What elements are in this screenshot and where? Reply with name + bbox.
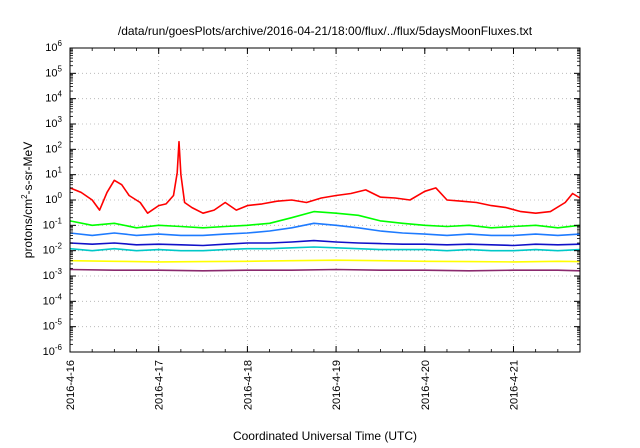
series-line-6 — [69, 259, 581, 263]
y-tick-base: 10 — [43, 295, 55, 307]
y-tick-exp: -2 — [55, 242, 63, 251]
x-tick-label: 2016-4-16 — [65, 360, 77, 410]
series-line-7 — [69, 268, 581, 272]
y-tick-base: 10 — [45, 42, 57, 54]
chart-title: /data/run/goesPlots/archive/2016-04-21/1… — [118, 24, 533, 38]
y-tick-label: 101 — [45, 166, 62, 181]
grid — [69, 48, 580, 352]
y-axis-title-rest: -s-sr-MeV — [21, 142, 35, 195]
y-tick-label: 105 — [45, 64, 62, 79]
y-tick-label: 102 — [45, 140, 62, 155]
y-tick-label: 106 — [45, 39, 62, 54]
y-tick-label: 103 — [45, 115, 62, 130]
y-tick-base: 10 — [45, 118, 57, 130]
series-layer — [69, 140, 581, 272]
x-tick-labels: 2016-4-16 2016-4-17 2016-4-18 2016-4-19 2016… — [65, 360, 520, 410]
x-tick-label: 2016-4-20 — [420, 360, 432, 410]
y-tick-exp: -6 — [55, 343, 63, 352]
y-tick-exp: 6 — [58, 39, 63, 48]
y-tick-exp: 4 — [58, 90, 63, 99]
y-tick-exp: 1 — [58, 166, 63, 175]
y-tick-label: 10-1 — [43, 216, 63, 231]
y-tick-exp: -3 — [55, 267, 63, 276]
y-tick-base: 10 — [43, 321, 55, 333]
series-line-3 — [69, 222, 581, 237]
y-tick-exp: -1 — [55, 216, 63, 225]
y-tick-base: 10 — [45, 143, 57, 155]
y-tick-label: 100 — [45, 191, 62, 206]
axis-ticks — [69, 47, 581, 353]
y-tick-base: 10 — [45, 194, 57, 206]
x-tick-label: 2016-4-19 — [331, 360, 343, 410]
y-tick-label: 10-2 — [43, 242, 63, 257]
x-tick-label: 2016-4-17 — [154, 360, 166, 410]
y-tick-exp: -4 — [55, 292, 63, 301]
y-tick-label: 10-4 — [43, 292, 63, 307]
y-tick-exp: 5 — [58, 64, 63, 73]
y-tick-label: 10-6 — [43, 343, 63, 358]
y-axis-title-sup: 2 — [20, 194, 29, 199]
x-tick-label: 2016-4-21 — [508, 360, 520, 410]
y-tick-base: 10 — [43, 346, 55, 358]
y-tick-base: 10 — [45, 169, 57, 181]
y-tick-label: 104 — [45, 90, 62, 105]
series-line-2 — [69, 210, 581, 229]
y-tick-labels: 10-610-510-410-310-210-11001011021031041… — [43, 39, 63, 358]
series-line-5 — [69, 246, 581, 252]
y-tick-base: 10 — [43, 270, 55, 282]
y-tick-label: 10-3 — [43, 267, 63, 282]
y-axis-title: protons/cm2-s-sr-MeV — [20, 142, 35, 258]
series-line-4 — [69, 239, 581, 247]
y-axis-title-base: protons/cm — [21, 199, 35, 258]
series-line-1 — [69, 140, 581, 214]
y-tick-base: 10 — [45, 93, 57, 105]
y-tick-exp: 0 — [58, 191, 63, 200]
y-tick-exp: 3 — [58, 115, 63, 124]
x-tick-label: 2016-4-18 — [242, 360, 254, 410]
x-axis-title: Coordinated Universal Time (UTC) — [233, 429, 417, 443]
y-tick-base: 10 — [43, 219, 55, 231]
y-tick-base: 10 — [43, 245, 55, 257]
y-tick-label: 10-5 — [43, 318, 63, 333]
y-tick-exp: 2 — [58, 140, 63, 149]
y-tick-exp: -5 — [55, 318, 63, 327]
y-tick-base: 10 — [45, 67, 57, 79]
